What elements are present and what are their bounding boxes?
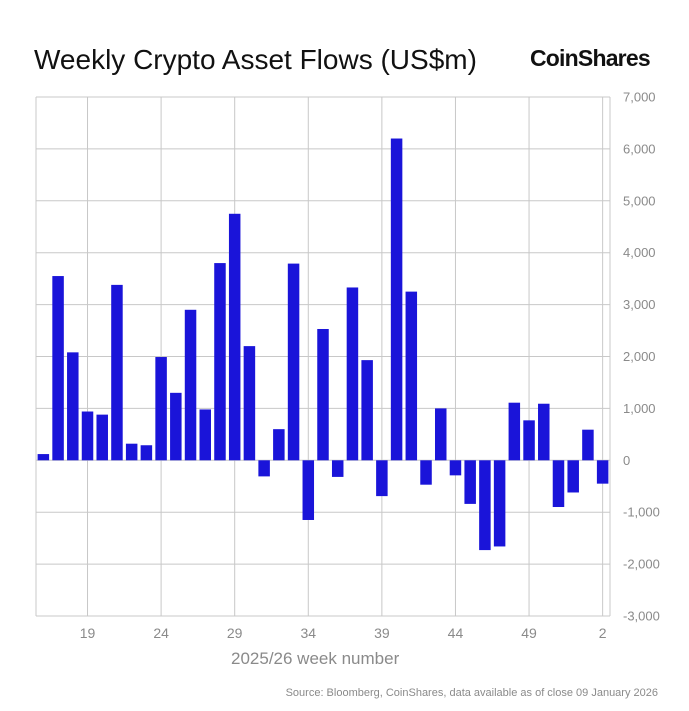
bar-week-47 xyxy=(493,460,506,547)
bar-week-22 xyxy=(125,443,138,461)
bar-week-23 xyxy=(140,445,153,461)
y-tick-label: -2,000 xyxy=(623,557,660,572)
bar-week-19 xyxy=(81,411,94,461)
x-tick-label: 49 xyxy=(521,625,537,641)
bar-week-45 xyxy=(464,460,476,504)
bar-week-29 xyxy=(228,213,241,461)
y-tick-label: 5,000 xyxy=(623,193,656,208)
bar-week-32 xyxy=(273,429,285,461)
bar-week-52 xyxy=(567,460,579,493)
bar-week-50 xyxy=(538,403,550,461)
bar-week-33 xyxy=(287,263,300,461)
bar-week-26 xyxy=(184,309,197,461)
y-tick-label: 0 xyxy=(623,453,630,468)
x-tick-label: 44 xyxy=(448,625,464,641)
bar-week-43 xyxy=(434,408,447,461)
x-axis-title: 2025/26 week number xyxy=(231,649,400,668)
x-tick-label: 19 xyxy=(80,625,96,641)
bar-week-21 xyxy=(111,284,123,461)
x-tick-label: 39 xyxy=(374,625,390,641)
bar-week-42 xyxy=(420,460,432,485)
grid-layer xyxy=(35,96,611,617)
x-tick-label: 34 xyxy=(300,625,316,641)
bar-week-30 xyxy=(243,346,256,461)
bar-week-38 xyxy=(361,360,373,461)
source-note: Source: Bloomberg, CoinShares, data avai… xyxy=(285,687,658,699)
bar-week-39 xyxy=(376,460,388,497)
bar-week-25 xyxy=(170,392,182,461)
y-tick-label: 4,000 xyxy=(623,245,656,260)
bar-week-34 xyxy=(302,460,315,520)
y-tick-label: -1,000 xyxy=(623,505,660,520)
bar-week-41 xyxy=(405,291,418,461)
chart-title: Weekly Crypto Asset Flows (US$m) xyxy=(34,44,477,75)
y-tick-label: -3,000 xyxy=(623,609,660,624)
bar-week-1 xyxy=(582,429,594,461)
bars-layer xyxy=(37,138,609,551)
bar-week-27 xyxy=(199,409,212,461)
x-tick-label: 29 xyxy=(227,625,243,641)
bar-week-51 xyxy=(552,460,565,508)
bar-week-35 xyxy=(317,328,329,461)
bar-week-36 xyxy=(331,460,344,477)
bar-week-28 xyxy=(214,263,226,461)
bar-week-40 xyxy=(390,138,403,461)
bar-week-2 xyxy=(596,460,609,484)
x-tick-label: 2 xyxy=(599,625,607,641)
bar-week-44 xyxy=(449,460,462,476)
bar-week-37 xyxy=(346,287,359,461)
bar-week-48 xyxy=(508,402,521,461)
bar-week-49 xyxy=(523,420,535,461)
bar-week-16 xyxy=(37,454,50,461)
y-tick-label: 2,000 xyxy=(623,349,656,364)
y-tick-label: 7,000 xyxy=(623,90,656,105)
x-tick-label: 24 xyxy=(153,625,169,641)
y-tick-label: 1,000 xyxy=(623,401,656,416)
x-axis-labels: 19 24 29 34 39 44 49 2 xyxy=(80,625,607,641)
bar-week-46 xyxy=(479,460,491,551)
bar-week-31 xyxy=(258,460,270,477)
bar-week-24 xyxy=(155,357,167,461)
coinshares-logo: CoinShares xyxy=(530,45,651,71)
bar-week-17 xyxy=(52,276,64,461)
bar-week-18 xyxy=(67,352,79,461)
y-tick-label: 3,000 xyxy=(623,297,656,312)
y-tick-label: 6,000 xyxy=(623,141,656,156)
bar-week-20 xyxy=(96,414,108,461)
y-axis-labels: -3,000 -2,000 -1,000 0 1,000 2,000 3,000 4,000 5… xyxy=(623,90,660,624)
